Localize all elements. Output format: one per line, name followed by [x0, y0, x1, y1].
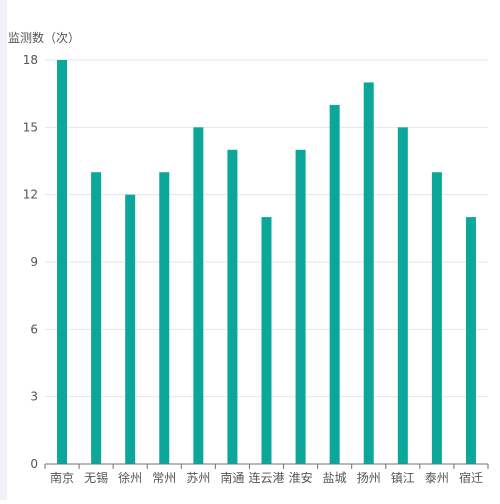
x-tick-label: 淮安: [289, 470, 313, 485]
y-tick-label: 15: [23, 120, 38, 134]
x-tick-label: 宿迁: [459, 470, 483, 485]
y-tick-label: 12: [23, 188, 38, 202]
x-tick-label: 泰州: [425, 471, 449, 485]
bar: [295, 149, 306, 464]
x-tick-label: 南京: [50, 470, 74, 485]
x-tick-label: 无锡: [84, 470, 108, 485]
bar: [329, 104, 340, 464]
bar: [91, 172, 102, 464]
y-tick-label: 9: [30, 255, 38, 269]
bar: [57, 60, 68, 464]
bar: [159, 172, 170, 464]
y-tick-label: 0: [30, 457, 38, 471]
x-tick-label: 扬州: [357, 470, 381, 485]
left-edge-strip: [0, 0, 7, 500]
x-tick-label: 连云港: [248, 470, 284, 485]
y-axis-ticks: 0 3 6 9 12 15 18: [23, 53, 38, 471]
bar: [261, 217, 272, 464]
bar: [193, 127, 204, 464]
x-tick-label: 盐城: [323, 471, 347, 485]
bar: [363, 82, 374, 464]
bar: [397, 127, 408, 464]
bar: [125, 194, 136, 464]
x-tick-label: 徐州: [118, 470, 142, 485]
x-tick-label: 苏州: [186, 471, 210, 485]
bar: [431, 172, 442, 464]
y-tick-label: 6: [30, 322, 38, 336]
y-tick-label: 18: [23, 53, 38, 67]
x-tick-label: 常州: [152, 471, 176, 485]
y-tick-label: 3: [30, 390, 38, 404]
bar: [465, 217, 476, 464]
y-axis-label: 监测数（次）: [8, 30, 80, 45]
bar: [227, 149, 238, 464]
x-tick-label: 南通: [220, 470, 244, 485]
x-axis: 南京 无锡 徐州 常州 苏州 南通 连云港 淮安 盐城 扬州 镇江 泰州 宿迁: [44, 463, 489, 485]
bars: [57, 60, 476, 464]
x-tick-label: 镇江: [391, 471, 415, 485]
